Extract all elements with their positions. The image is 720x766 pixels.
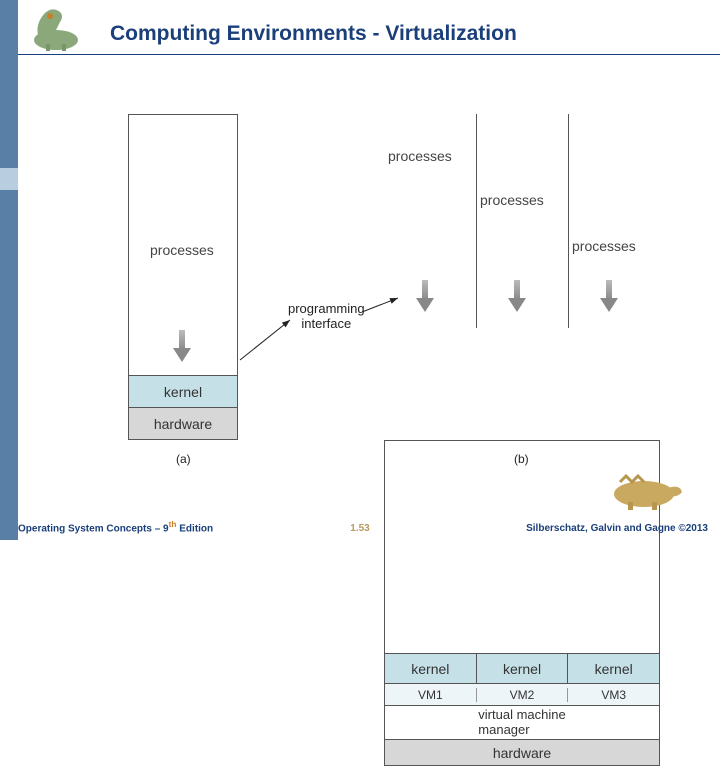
diagram-a-box: kernel hardware xyxy=(128,114,238,440)
diagram-a-caption: (a) xyxy=(176,452,191,466)
diagram-b-processes-label-3: processes xyxy=(572,238,636,254)
diagram-b-vm2: VM2 xyxy=(477,688,569,702)
diagram-b-vmm: virtual machine manager xyxy=(385,705,659,739)
diagram-a-hardware: hardware xyxy=(129,407,237,439)
diagram-a-processes-label: processes xyxy=(150,242,214,258)
arrow-down-icon xyxy=(418,280,432,314)
dinosaur-icon-bottom xyxy=(604,462,684,510)
interface-arrow-right xyxy=(0,0,1,1)
diagram-b-vm3: VM3 xyxy=(568,688,659,702)
footer-page-number: 1.53 xyxy=(350,523,369,534)
page-title: Computing Environments - Virtualization xyxy=(110,22,517,46)
arrow-down-icon xyxy=(175,330,189,364)
diagram-b-vm-row: VM1 VM2 VM3 xyxy=(385,683,659,705)
diagram-b-hardware: hardware xyxy=(385,739,659,765)
footer-left-suffix: Edition xyxy=(176,523,213,534)
footer-book-title: Operating System Concepts – 9th Edition xyxy=(18,519,213,534)
arrow-down-icon xyxy=(602,280,616,314)
diagram-b-kernel-row: kernel kernel kernel xyxy=(385,653,659,683)
footer-authors: Silberschatz, Galvin and Gagne ©2013 xyxy=(526,523,708,534)
left-sidebar xyxy=(0,0,18,540)
title-underline xyxy=(18,54,720,55)
dinosaur-icon-top xyxy=(24,4,94,52)
diagram-a-kernel: kernel xyxy=(129,375,237,407)
diagram-b-processes-label-2: processes xyxy=(480,192,544,208)
diagram-b-kernel-3: kernel xyxy=(568,654,659,683)
diagram-b-separator-1 xyxy=(476,114,477,328)
programming-interface-label: programming interface xyxy=(288,302,365,332)
diagram-b-vm1: VM1 xyxy=(385,688,477,702)
diagram-b-kernel-1: kernel xyxy=(385,654,477,683)
diagram-b-caption: (b) xyxy=(514,452,529,466)
diagram-b-processes-label-1: processes xyxy=(388,148,452,164)
diagram-b-separator-2 xyxy=(568,114,569,328)
arrow-down-icon xyxy=(510,280,524,314)
footer-left-prefix: Operating System Concepts – 9 xyxy=(18,523,169,534)
diagram-b-kernel-2: kernel xyxy=(477,654,569,683)
left-sidebar-accent xyxy=(0,168,18,190)
